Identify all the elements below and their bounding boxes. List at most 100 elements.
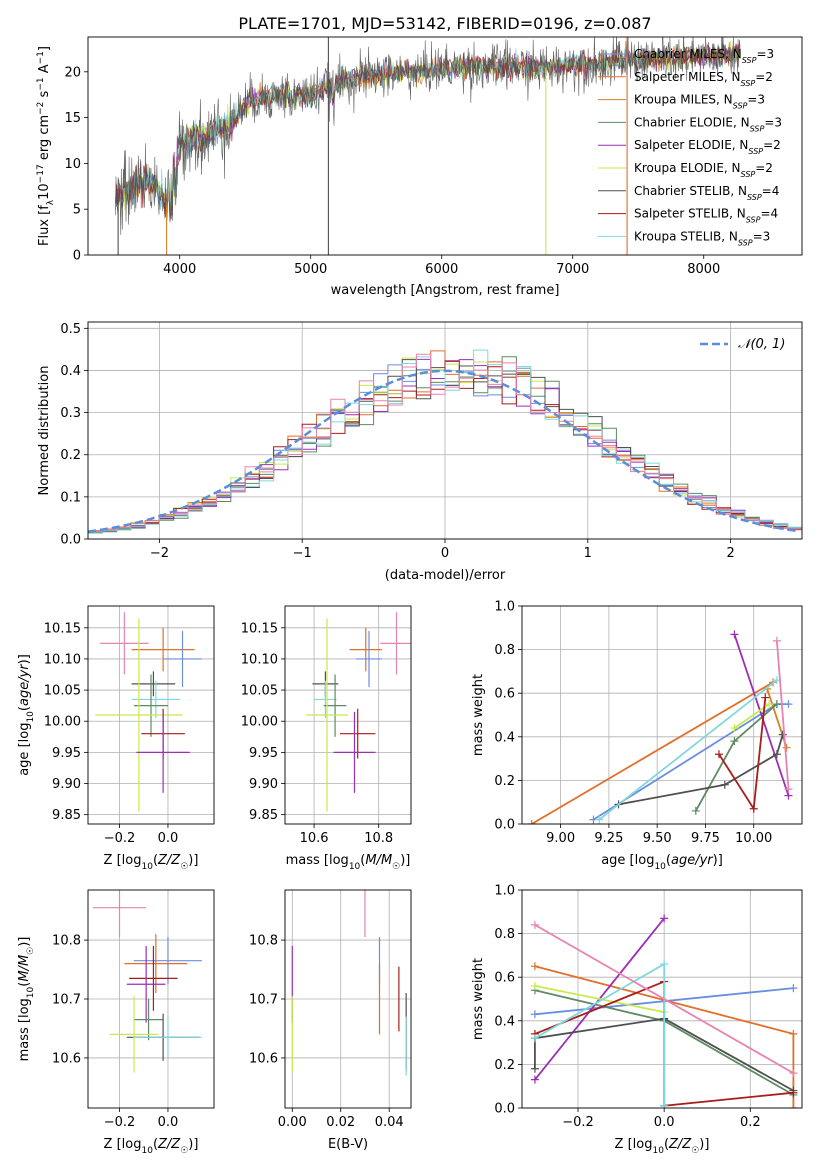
x-tick-label: 9.00: [546, 831, 575, 846]
x-axis-label-part: wavelength [Angstrom, rest frame]: [331, 283, 560, 298]
y-tick-label: 10.6: [52, 1051, 81, 1066]
x-axis-label-part: ☉: [180, 1146, 188, 1156]
legend-tail: =3: [756, 47, 774, 61]
legend-text: Chabrier STELIB, N: [634, 184, 747, 198]
axes-frame: [284, 889, 412, 1109]
x-axis-label-part: 10: [349, 862, 361, 872]
legend-sub: SSP: [742, 56, 757, 65]
y-tick-label: 9.95: [52, 746, 81, 761]
y-tick-label: 9.95: [249, 746, 278, 761]
legend-sub: SSP: [733, 101, 748, 110]
y-tick-label: 0.0: [494, 818, 515, 833]
legend-text: Salpeter MILES, N: [634, 70, 741, 84]
plot-area: [95, 612, 202, 812]
weight-marker: [749, 804, 758, 813]
weight-line: [534, 1017, 794, 1092]
y-tick-label: 0.4: [494, 730, 515, 745]
legend-text: Chabrier ELODIE, N: [634, 115, 750, 129]
y-tick-label: 10.05: [241, 684, 278, 699]
legend-entry: Salpeter MILES, NSSP=2: [634, 70, 773, 88]
y-tick-label: 10.10: [241, 652, 278, 667]
x-axis-label-part: 10: [141, 1146, 153, 1156]
x-tick-label: 1: [584, 546, 592, 561]
x-axis-label-part: )]: [188, 853, 198, 868]
legend-entry: Kroupa ELODIE, NSSP=2: [634, 161, 773, 179]
y-tick-label: 1.0: [494, 600, 515, 615]
residual-legend: 𝒩(0, 1): [700, 337, 785, 352]
axes-frame: [87, 605, 215, 825]
legend-entry: Kroupa MILES, NSSP=3: [634, 93, 765, 111]
x-tick-label: 5000: [294, 262, 327, 277]
y-axis-label-part: 10: [26, 711, 36, 723]
y-axis-label-part: λ: [46, 199, 56, 205]
y-tick-label: 9.90: [52, 777, 81, 792]
y-tick-label: 0.0: [494, 1102, 515, 1117]
plot-area: [530, 914, 798, 1108]
x-tick-label: −2: [150, 546, 169, 561]
x-tick-label: −0.2: [562, 1115, 594, 1130]
x-tick-label: 10.6: [300, 831, 329, 846]
x-axis-label-part: M/M: [365, 853, 392, 868]
y-tick-label: 0.5: [60, 322, 81, 337]
y-tick-label: 9.85: [52, 808, 81, 823]
y-axis-label-part: )]: [17, 654, 32, 664]
y-axis-label-part: (: [17, 982, 32, 987]
panel-age_vs_mass: 10.6 10.8 9.85 9.90 9.95 10.00 10.05 10.10 10.15…: [241, 605, 412, 872]
y-tick-label: 0.6: [494, 687, 515, 702]
y-tick-label: 0.8: [494, 643, 515, 658]
y-tick-label: 10.7: [52, 993, 81, 1008]
legend-sub: SSP: [748, 147, 763, 156]
weight-marker: [789, 984, 798, 993]
weight-marker: [660, 960, 669, 969]
y-axis-label: mass weight: [471, 958, 486, 1040]
axes-frame: [87, 36, 803, 256]
x-tick-label: 0.0: [158, 831, 179, 846]
weight-marker: [714, 750, 723, 759]
y-axis-label-part: erg cm: [37, 115, 52, 164]
x-tick-label: 10.00: [735, 831, 772, 846]
weight-line: [776, 640, 790, 790]
panel-mass_vs_ebv: 0.00 0.02 0.04 10.6 10.7 10.8 E(B-V): [249, 889, 412, 1152]
y-axis-label: mass weight: [471, 674, 486, 756]
legend-tail: =3: [764, 115, 782, 129]
y-axis-label-part: −2: [36, 102, 46, 115]
plot-area: [291, 890, 407, 1076]
axes-frame: [87, 321, 803, 540]
x-tick-label: 0.02: [326, 1115, 355, 1130]
y-axis-label-part: age/yr: [17, 663, 32, 706]
x-axis-label-part: ☉: [691, 1146, 699, 1156]
x-tick-label: 6000: [425, 262, 458, 277]
legend-sub: SSP: [741, 78, 756, 87]
y-tick-label: 10.8: [52, 934, 81, 949]
y-tick-label: 0.2: [494, 774, 515, 789]
y-tick-label: 10.15: [44, 621, 81, 636]
y-tick-label: 10.00: [241, 715, 278, 730]
x-axis-label-part: (: [153, 853, 158, 868]
weight-marker: [527, 820, 536, 824]
x-axis-label-part: 10: [654, 862, 666, 872]
legend-text: Kroupa MILES, N: [634, 93, 733, 107]
weight-marker: [730, 724, 739, 733]
x-tick-label: 9.75: [691, 831, 720, 846]
weight-marker: [784, 785, 793, 794]
spectrum-line: [115, 37, 741, 235]
y-tick-label: 0.0: [60, 533, 81, 548]
y-axis-label-part: 10: [26, 986, 36, 998]
weight-marker: [772, 636, 781, 645]
x-axis-label: Z [log10(Z/Z☉)]: [104, 853, 199, 872]
legend-entry: Salpeter STELIB, NSSP=4: [634, 207, 778, 225]
y-axis-label-part: M/M: [17, 955, 32, 982]
y-tick-label: 10.05: [44, 684, 81, 699]
weight-line: [618, 734, 784, 806]
weight-line: [598, 679, 778, 821]
y-axis-label: age [log10(age/yr)]: [17, 654, 36, 776]
weight-marker: [772, 750, 781, 759]
legend-tail: =4: [760, 207, 778, 221]
x-tick-label: 0.00: [278, 1115, 307, 1130]
weight-marker: [789, 1104, 798, 1108]
weight-marker: [530, 1034, 539, 1043]
weight-marker: [530, 920, 539, 929]
x-axis-label-part: Z [log: [615, 1137, 653, 1152]
weight-marker: [761, 693, 770, 702]
y-tick-label: 5: [73, 203, 81, 218]
